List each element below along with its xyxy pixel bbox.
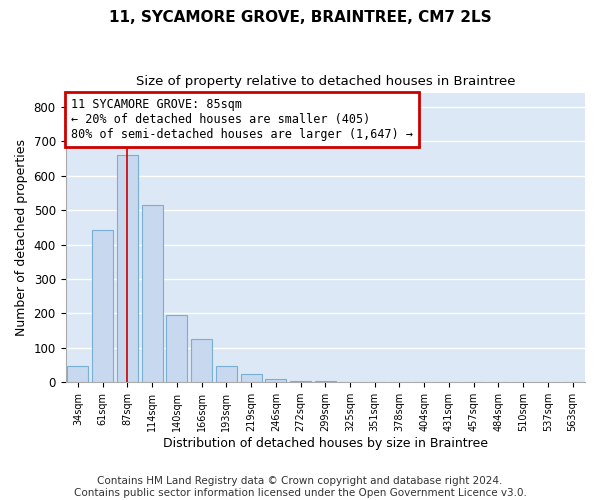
Bar (166, 315, 187, 382)
Bar (290, 380, 311, 382)
Text: Contains HM Land Registry data © Crown copyright and database right 2024.
Contai: Contains HM Land Registry data © Crown c… (74, 476, 526, 498)
Bar (142, 206, 163, 382)
Bar (265, 379, 286, 382)
Bar (117, 155, 138, 382)
Bar (216, 366, 237, 382)
X-axis label: Distribution of detached houses by size in Braintree: Distribution of detached houses by size … (163, 437, 488, 450)
Bar (241, 374, 262, 382)
Bar (191, 339, 212, 382)
Text: 11 SYCAMORE GROVE: 85sqm
← 20% of detached houses are smaller (405)
80% of semi-: 11 SYCAMORE GROVE: 85sqm ← 20% of detach… (71, 98, 413, 140)
Title: Size of property relative to detached houses in Braintree: Size of property relative to detached ho… (136, 75, 515, 88)
Bar (92, 230, 113, 382)
Bar (315, 380, 336, 382)
Bar (67, 366, 88, 382)
Text: 11, SYCAMORE GROVE, BRAINTREE, CM7 2LS: 11, SYCAMORE GROVE, BRAINTREE, CM7 2LS (109, 10, 491, 25)
Y-axis label: Number of detached properties: Number of detached properties (15, 140, 28, 336)
